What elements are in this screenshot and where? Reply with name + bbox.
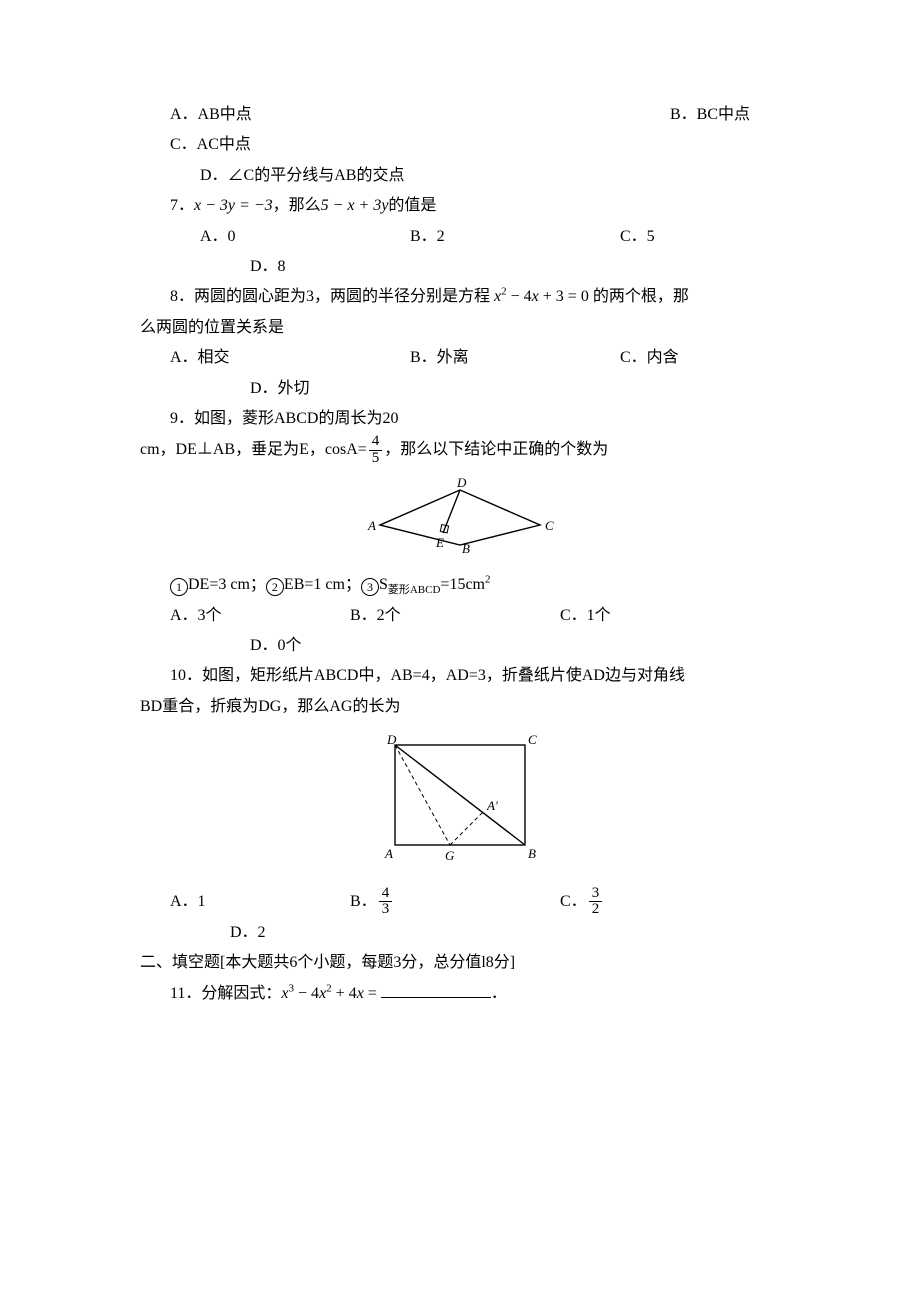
- q11: 11．分解因式：x3 − 4x2 + 4x = ．: [170, 979, 780, 1009]
- q7-optA: A．0: [200, 222, 410, 252]
- q7-expr: 5 − x + 3y: [321, 197, 389, 214]
- q10-line2: BD重合，折痕为DG，那么AG的长为: [140, 692, 780, 722]
- q11-blank: [381, 981, 491, 998]
- q7-optB: B．2: [410, 222, 620, 252]
- svg-text:C: C: [528, 732, 537, 747]
- q9-opts-row1: A．3个 B．2个 C．1个: [140, 601, 780, 631]
- q10-optA: A．1: [170, 887, 350, 917]
- q8-line1b: 的两个根，那: [593, 288, 689, 305]
- q10-optD: D．2: [230, 918, 780, 948]
- q9-optD: D．0个: [250, 631, 780, 661]
- circled-2: 2: [266, 578, 284, 596]
- rect-fold-svg: D C A B G A′: [365, 730, 555, 870]
- svg-text:G: G: [445, 848, 455, 863]
- q9-frac: 45: [369, 434, 383, 467]
- section2-title: 二、填空题[本大题共6个小题，每题3分，总分值l8分]: [140, 948, 780, 978]
- q9-line2: cm，DE⊥AB，垂足为E，cosA=45，那么以下结论中正确的个数为: [140, 434, 780, 467]
- q11-expr: x3 − 4x2 + 4x =: [281, 985, 376, 1002]
- svg-text:A: A: [367, 518, 376, 533]
- q8-optC: C．内含: [620, 343, 679, 373]
- svg-text:B: B: [462, 541, 470, 555]
- q8-line1a: 8．两圆的圆心距为3，两圆的半径分别是方程: [170, 288, 490, 305]
- q8-eq: x2 − 4x + 3 = 0: [494, 288, 589, 305]
- q6-optC: C．AC中点: [170, 130, 780, 160]
- q9-cond3: S菱形ABCD=15cm2: [379, 576, 491, 593]
- q6-optD: D．∠C的平分线与AB的交点: [200, 161, 780, 191]
- q7-tail: 的值是: [388, 197, 436, 214]
- q6-row1: A．AB中点 B．BC中点: [140, 100, 780, 130]
- q9-figure: A D C B E: [140, 475, 780, 566]
- svg-text:A′: A′: [486, 798, 498, 813]
- svg-text:E: E: [435, 535, 444, 550]
- q10-line1: 10．如图，矩形纸片ABCD中，AB=4，AD=3，折叠纸片使AD边与对角线: [170, 661, 780, 691]
- circled-3: 3: [361, 578, 379, 596]
- q10-optC: C．32: [560, 886, 604, 919]
- q10-figure: D C A B G A′: [140, 730, 780, 881]
- q9-line1: 9．如图，菱形ABCD的周长为20: [170, 404, 780, 434]
- rhombus-svg: A D C B E: [350, 475, 570, 555]
- svg-text:B: B: [528, 846, 536, 861]
- q8-optA: A．相交: [170, 343, 410, 373]
- q9-optB: B．2个: [350, 601, 560, 631]
- svg-text:A: A: [384, 846, 393, 861]
- q9-line2a: cm，DE⊥AB，垂足为E，cosA=: [140, 441, 367, 458]
- q7-mid: ，那么: [273, 197, 321, 214]
- svg-text:D: D: [456, 475, 467, 490]
- q9-optC: C．1个: [560, 601, 611, 631]
- q7-optC: C．5: [620, 222, 655, 252]
- q7-stem: 7．x − 3y = −3，那么5 − x + 3y的值是: [170, 191, 780, 221]
- q8-line2: 么两圆的位置关系是: [140, 313, 780, 343]
- q10-optB: B．43: [350, 886, 560, 919]
- q7-prefix: 7．: [170, 197, 194, 214]
- q8-optB: B．外离: [410, 343, 620, 373]
- q7-optD: D．8: [250, 252, 780, 282]
- q11-prefix: 11．分解因式：: [170, 985, 281, 1002]
- q8-line1: 8．两圆的圆心距为3，两圆的半径分别是方程 x2 − 4x + 3 = 0 的两…: [170, 282, 780, 312]
- q8-opts-row1: A．相交 B．外离 C．内含: [140, 343, 780, 373]
- q10-opts-row1: A．1 B．43 C．32: [140, 886, 780, 919]
- q9-cond2: EB=1 cm: [284, 576, 345, 593]
- q8-optD: D．外切: [250, 374, 780, 404]
- svg-text:C: C: [545, 518, 554, 533]
- q11-suffix: ．: [491, 985, 507, 1002]
- q7-opts-row1: A．0 B．2 C．5: [140, 222, 780, 252]
- q9-conds: 1DE=3 cm；2EB=1 cm；3S菱形ABCD=15cm2: [170, 570, 780, 600]
- q9-line2b: ，那么以下结论中正确的个数为: [384, 441, 608, 458]
- circled-1: 1: [170, 578, 188, 596]
- q9-optA: A．3个: [170, 601, 350, 631]
- q9-cond1: DE=3 cm: [188, 576, 250, 593]
- q6-optA: A．AB中点: [170, 100, 252, 130]
- q6-optB: B．BC中点: [670, 100, 750, 130]
- q7-eq1: x − 3y = −3: [194, 197, 273, 214]
- svg-text:D: D: [386, 732, 397, 747]
